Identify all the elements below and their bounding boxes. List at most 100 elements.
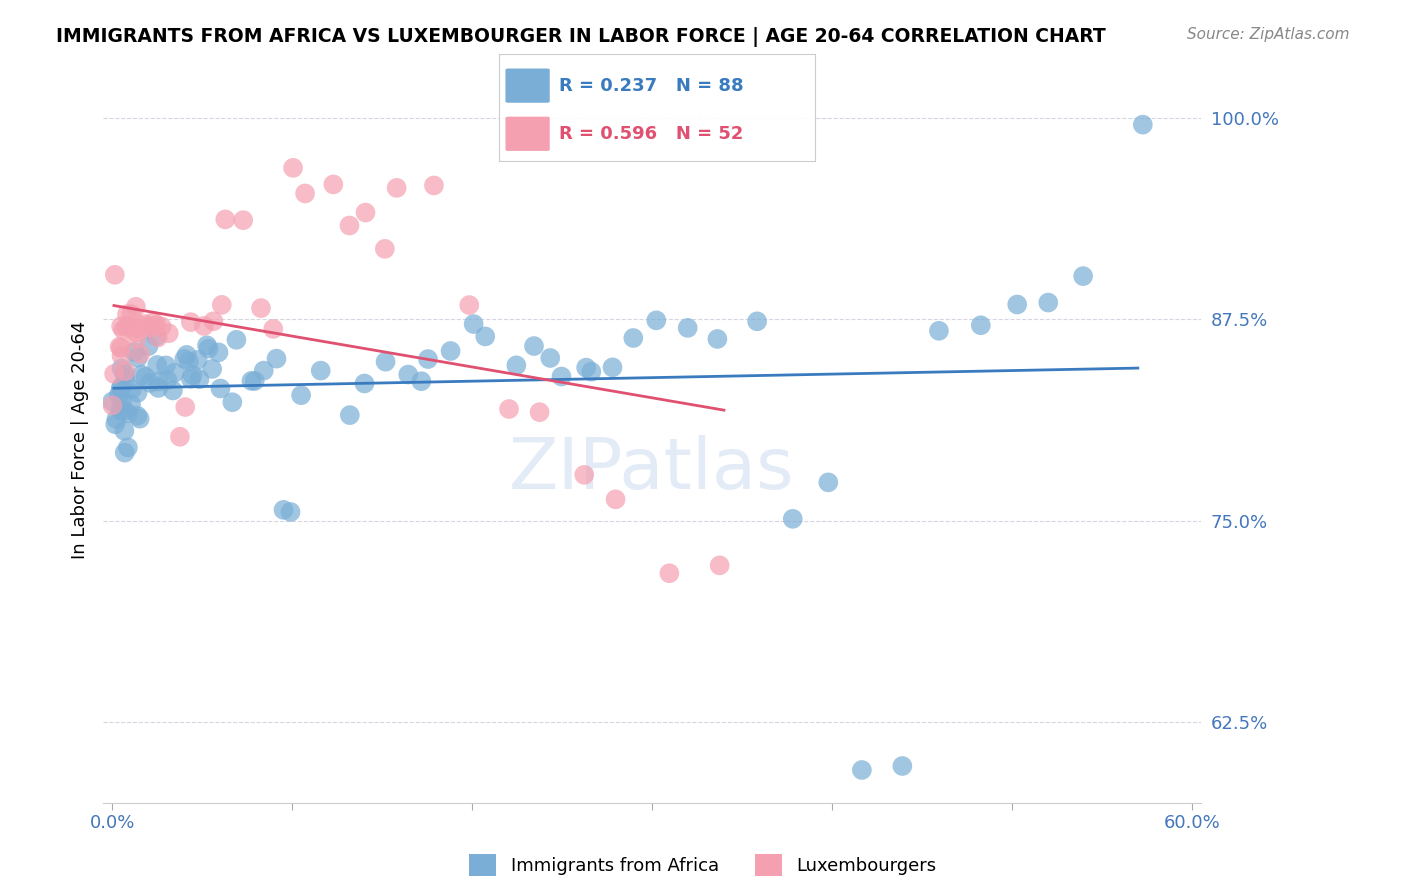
Point [162,384,184,398]
Point [169,430,191,444]
Point [148,381,170,395]
Point [250,301,273,315]
Point [110,403,132,417]
Point [458,298,481,312]
Point [129,347,152,361]
Point [474,329,496,343]
Point [122,345,145,359]
Point [396,368,419,382]
Point [128,411,150,425]
Text: Source: ZipAtlas.com: Source: ZipAtlas.com [1187,27,1350,42]
Point [498,402,520,417]
Point [157,326,180,341]
Point [523,339,546,353]
Point [135,320,157,334]
Point [118,318,141,333]
Point [139,376,162,390]
Point [621,331,644,345]
Point [273,503,295,517]
Point [104,268,127,282]
Point [605,492,627,507]
Point [114,445,136,459]
FancyBboxPatch shape [506,117,550,151]
Point [538,351,561,365]
Point [221,395,243,409]
Point [187,352,209,367]
Point [1071,269,1094,284]
Point [575,360,598,375]
Point [176,348,198,362]
Point [110,361,132,376]
Point [281,161,304,175]
Point [104,417,127,432]
Text: R = 0.237   N = 88: R = 0.237 N = 88 [560,77,744,95]
Point [114,404,136,418]
Point [354,205,377,219]
Point [180,372,202,386]
Point [180,315,202,329]
Point [114,372,136,386]
Point [225,333,247,347]
Point [193,318,215,333]
Point [385,181,408,195]
Point [114,364,136,378]
Point [253,363,276,377]
Point [581,365,603,379]
Point [505,359,527,373]
Point [125,326,148,340]
Point [105,412,128,426]
Point [127,321,149,335]
Point [181,368,204,382]
Point [266,351,288,366]
Point [463,317,485,331]
Point [127,409,149,423]
Point [290,388,312,402]
Point [120,397,142,411]
Point [174,400,197,414]
Point [280,505,302,519]
Point [163,366,186,380]
Point [177,355,200,369]
Point [374,354,396,368]
Point [339,219,361,233]
Point [262,322,284,336]
Point [309,363,332,377]
Point [120,307,142,321]
Point [115,307,138,321]
Point [117,407,139,421]
Point [101,398,124,412]
Point [214,212,236,227]
Point [232,213,254,227]
Text: R = 0.596   N = 52: R = 0.596 N = 52 [560,125,744,143]
Point [115,320,138,334]
Y-axis label: In Labor Force | Age 20-64: In Labor Force | Age 20-64 [72,321,89,559]
Point [129,318,152,333]
Point [134,369,156,384]
Point [110,319,132,334]
Point [207,345,229,359]
Point [658,566,681,581]
Point [125,332,148,346]
Point [709,558,731,573]
Point [782,512,804,526]
Point [173,351,195,366]
Point [416,352,439,367]
Point [411,374,433,388]
Point [138,339,160,353]
Point [110,382,132,396]
Point [645,313,668,327]
Point [529,405,551,419]
Point [125,300,148,314]
Point [127,351,149,365]
Point [195,338,218,352]
Point [127,385,149,400]
Legend: Immigrants from Africa, Luxembourgers: Immigrants from Africa, Luxembourgers [463,847,943,883]
Point [550,369,572,384]
Point [110,349,132,363]
Point [243,374,266,388]
Point [202,314,225,328]
Point [155,359,177,373]
Point [107,388,129,402]
Point [150,319,173,334]
Point [156,373,179,387]
